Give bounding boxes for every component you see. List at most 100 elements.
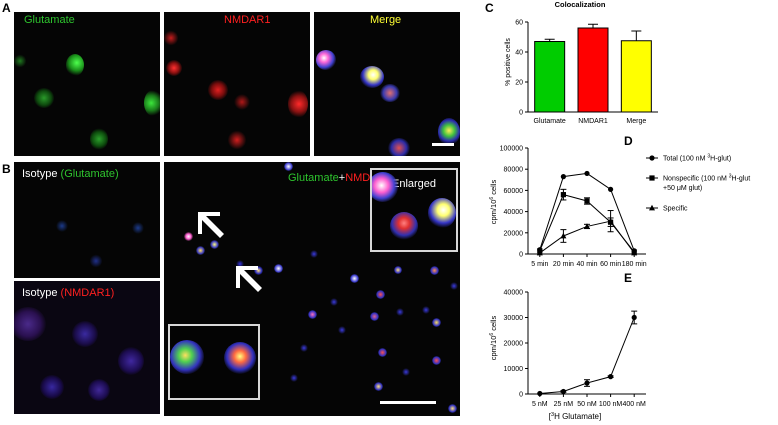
merged-cell [388,138,410,156]
label-isotype-glutamate: Isotype (Glutamate) [22,168,119,180]
inset-enlarged: Enlarged [370,168,458,252]
green-cell [90,128,108,150]
blue-cell [90,254,102,268]
merged-cell [438,118,460,146]
y-tick-label: 30000 [504,315,524,322]
merged-cell [432,356,441,365]
arrow-icon [198,212,224,238]
square-marker [649,175,655,181]
circle-marker [608,186,614,192]
y-tick-label: 0 [519,252,523,259]
x-tick-label: Merge [626,118,646,125]
y-axis-label: cpm/106 cells [489,316,498,361]
purple-cell [88,379,110,401]
circle-marker [631,314,637,321]
blue-cell [330,298,338,306]
circle-marker [608,374,614,380]
micrograph-glutamate: Glutamate [14,12,160,156]
blue-cell [310,250,318,258]
merged-cell [184,232,193,241]
label-glutamate: Glutamate [24,14,75,26]
panel-e-letter: E [624,271,633,285]
x-tick-label: 400 nM [623,401,647,408]
label-isotype-nmdar1: Isotype (NMDAR1) [22,287,115,299]
purple-cell [118,347,144,375]
circle-marker [560,388,566,395]
blue-cell [338,326,346,334]
y-tick-label: 40000 [504,290,524,297]
triangle-marker [631,249,638,256]
micrograph-merge: Merge [314,12,460,156]
triangle-marker [607,217,614,224]
blue-cell [290,374,298,382]
y-tick-label: 20000 [504,341,524,348]
scale-bar [432,143,454,146]
circle-marker [537,390,543,397]
blue-cell [422,306,430,314]
triangle-marker [649,204,655,211]
merged-cell [448,404,457,413]
y-tick-label: 10000 [504,366,524,373]
blue-cell [132,222,144,234]
merged-cell [428,198,456,228]
merged-cell [380,84,400,102]
micrograph-colocalization: Glutamate+NMDAR1 Enlarged [164,162,460,416]
y-axis-label: % positive cells [505,38,512,86]
purple-cell [14,307,46,341]
x-tick-label: Glutamate [534,118,566,125]
y-tick-label: 20000 [504,230,524,237]
legend-label-line2: +50 μM glut) [663,185,702,192]
legend-label: Nonspecific (100 nM 3H-glut [663,174,750,183]
x-tick-label: 100 nM [599,401,623,408]
blue-cell [402,368,410,376]
x-tick-label: 180 min [622,261,647,268]
merged-cell [350,274,359,283]
green-cell [14,54,26,68]
merged-cell [254,266,263,275]
merged-cell [374,382,383,391]
x-tick-label: NMDAR1 [578,118,608,125]
x-tick-label: 40 min [576,261,597,268]
triangle-marker [584,223,590,229]
x-tick-label: 60 min [600,261,621,268]
merged-cell [360,66,384,88]
panel-a-letter: A [2,1,11,15]
square-marker [560,192,566,198]
triangle-marker [560,232,567,239]
blue-cell [396,308,404,316]
merged-cell [316,50,336,70]
bar [620,40,652,113]
label-nmdar1: NMDAR1 [224,14,271,26]
legend-label: Total (100 nM 3H-glut) [663,154,731,163]
label-enlarged: Enlarged [392,178,437,190]
x-tick-label: 5 min [531,261,548,268]
y-tick-label: 20 [515,80,523,87]
panel-b-letter: B [2,162,11,176]
green-cell [144,90,160,116]
merged-cell [378,348,387,357]
y-tick-label: 0 [519,110,523,117]
x-tick-label: 5 nM [532,401,548,408]
x-tick-label: 50 nM [577,401,597,408]
circle-marker [584,170,590,177]
triangle-marker [536,249,543,256]
merged-cell [370,312,379,321]
colocalization-bar-chart: Colocalization % positive cells 0 20 40 60 G… [505,0,658,125]
chart-title: Colocalization [555,0,606,9]
scale-bar [380,401,436,404]
merged-cell [430,266,439,275]
red-cell [288,90,308,118]
merged-cell [170,340,204,374]
y-tick-label: 40000 [504,209,524,216]
y-tick-label: 100000 [500,146,523,153]
y-tick-label: 0 [519,392,523,399]
arrow-icon [236,266,262,292]
merged-cell [274,264,283,273]
merged-cell [394,266,402,274]
x-tick-label: 20 min [553,261,574,268]
merged-cell [376,290,385,299]
bar [534,41,566,113]
panel-c-letter: C [485,1,494,15]
green-cell [34,88,54,108]
series-line [539,172,635,251]
